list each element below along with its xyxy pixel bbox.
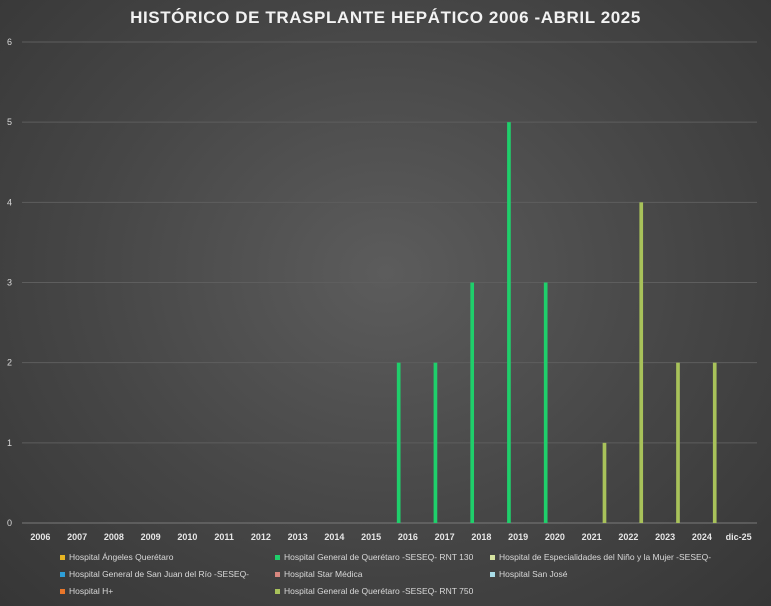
x-tick-label: 2023 <box>655 532 675 542</box>
legend-label: Hospital San José <box>499 569 568 579</box>
x-tick-label: 2016 <box>398 532 418 542</box>
legend-item: Hospital General de Querétaro -SESEQ- RN… <box>275 584 490 598</box>
y-tick-label: 6 <box>7 37 12 47</box>
chart-title: HISTÓRICO DE TRASPLANTE HEPÁTICO 2006 -A… <box>130 8 641 27</box>
legend-swatch <box>60 554 65 560</box>
y-tick-label: 1 <box>7 438 12 448</box>
legend-label: Hospital de Especialidades del Niño y la… <box>499 552 712 562</box>
x-tick-label: 2019 <box>508 532 528 542</box>
x-tick-label: dic-25 <box>726 532 752 542</box>
legend-swatch <box>490 571 495 577</box>
x-tick-label: 2021 <box>582 532 602 542</box>
y-tick-label: 3 <box>7 278 12 288</box>
y-tick-label: 2 <box>7 358 12 368</box>
x-tick-label: 2010 <box>177 532 197 542</box>
legend-label: Hospital Star Médica <box>284 569 363 579</box>
bar <box>507 122 511 524</box>
y-tick-label: 5 <box>7 117 12 127</box>
bar <box>396 362 401 523</box>
bar <box>602 442 607 523</box>
x-tick-label: 2006 <box>30 532 50 542</box>
x-tick-label: 2018 <box>471 532 491 542</box>
legend-label: Hospital H+ <box>69 586 114 596</box>
legend-item: Hospital Ángeles Querétaro <box>60 550 275 564</box>
bar <box>433 362 438 523</box>
bar <box>543 282 548 523</box>
legend-label: Hospital General de Querétaro -SESEQ- RN… <box>284 552 474 562</box>
legend-label: Hospital Ángeles Querétaro <box>69 552 174 562</box>
legend-item: Hospital de Especialidades del Niño y la… <box>490 550 740 564</box>
bar <box>470 282 475 523</box>
legend-item: Hospital H+ <box>60 584 275 598</box>
legend: Hospital Ángeles Querétaro Hospital Gener… <box>60 550 760 598</box>
x-tick-label: 2007 <box>67 532 87 542</box>
bar <box>639 202 644 524</box>
bar <box>676 362 680 523</box>
x-tick-label: 2020 <box>545 532 565 542</box>
legend-swatch <box>60 571 65 577</box>
legend-item: Hospital General de Querétaro -SESEQ- RN… <box>275 550 490 564</box>
legend-swatch <box>275 554 280 560</box>
legend-swatch <box>275 588 280 594</box>
x-tick-label: 2009 <box>141 532 161 542</box>
x-tick-label: 2008 <box>104 532 124 542</box>
x-tick-label: 2011 <box>214 532 234 542</box>
legend-item: Hospital General de San Juan del Río -SE… <box>60 567 275 581</box>
x-tick-label: 2013 <box>288 532 308 542</box>
x-tick-label: 2017 <box>435 532 455 542</box>
bar <box>712 362 717 523</box>
legend-swatch <box>275 571 280 577</box>
x-tick-label: 2024 <box>692 532 712 542</box>
legend-swatch <box>490 554 495 560</box>
x-tick-label: 2014 <box>324 532 344 542</box>
legend-label: Hospital General de Querétaro -SESEQ- RN… <box>284 586 474 596</box>
y-tick-label: 0 <box>7 518 12 528</box>
legend-label: Hospital General de San Juan del Río -SE… <box>69 569 250 579</box>
y-tick-label: 4 <box>7 197 12 207</box>
legend-item: Hospital Star Médica <box>275 567 490 581</box>
x-tick-label: 2022 <box>618 532 638 542</box>
legend-swatch <box>60 588 65 594</box>
x-tick-label: 2012 <box>251 532 271 542</box>
x-tick-label: 2015 <box>361 532 381 542</box>
legend-item: Hospital San José <box>490 567 740 581</box>
